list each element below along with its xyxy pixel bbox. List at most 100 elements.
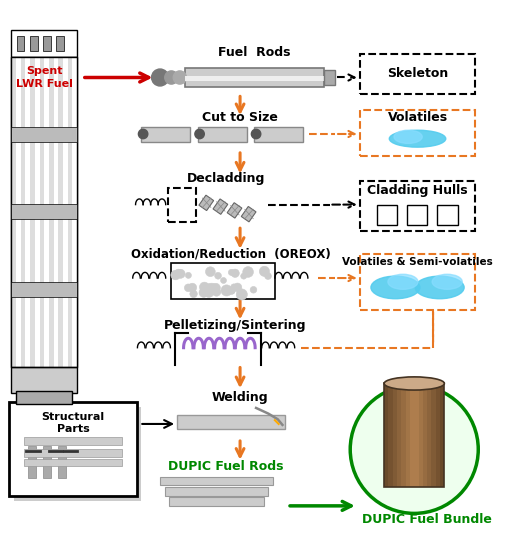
Bar <box>30 57 35 367</box>
Bar <box>21 57 26 367</box>
Circle shape <box>165 71 178 84</box>
Bar <box>360 54 476 94</box>
Bar <box>384 383 444 487</box>
Bar <box>241 207 256 222</box>
Bar <box>58 446 66 477</box>
Circle shape <box>206 267 215 277</box>
Bar <box>213 199 228 214</box>
Ellipse shape <box>384 377 444 390</box>
Bar <box>49 57 54 367</box>
Bar <box>165 487 268 496</box>
Circle shape <box>350 385 478 514</box>
Bar <box>227 203 242 218</box>
Bar <box>388 383 393 487</box>
Ellipse shape <box>389 130 446 147</box>
Bar <box>397 383 401 487</box>
Circle shape <box>221 285 232 296</box>
Bar <box>35 57 40 367</box>
Text: Fuel  Rods: Fuel Rods <box>218 46 290 58</box>
Text: LWR Fuel: LWR Fuel <box>16 79 73 89</box>
Bar <box>17 36 25 51</box>
Bar <box>169 497 264 506</box>
Bar <box>431 383 436 487</box>
Circle shape <box>231 284 237 290</box>
Circle shape <box>185 272 191 278</box>
Bar <box>384 383 388 487</box>
Bar <box>11 126 77 141</box>
Bar <box>30 36 37 51</box>
Circle shape <box>221 277 226 284</box>
Bar <box>14 407 141 501</box>
Ellipse shape <box>371 276 420 299</box>
Bar <box>427 383 431 487</box>
Bar <box>54 57 58 367</box>
Bar <box>24 437 123 444</box>
Text: Spent: Spent <box>26 66 63 76</box>
Circle shape <box>241 273 247 279</box>
Text: Skeleton: Skeleton <box>387 67 448 80</box>
Bar <box>16 57 21 367</box>
Text: Oxidation/Reduction  (OREOX): Oxidation/Reduction (OREOX) <box>131 247 330 260</box>
Circle shape <box>236 289 247 300</box>
Bar <box>168 188 196 222</box>
Circle shape <box>207 283 217 294</box>
Bar <box>377 204 397 226</box>
Text: DUPIC Fuel Rods: DUPIC Fuel Rods <box>168 460 284 473</box>
Bar <box>141 128 190 143</box>
Circle shape <box>200 282 209 292</box>
Bar <box>56 36 64 51</box>
Bar <box>43 446 51 477</box>
Text: Volatiles & Semi-volatiles: Volatiles & Semi-volatiles <box>342 257 493 267</box>
Circle shape <box>190 290 198 297</box>
Bar <box>26 57 30 367</box>
Text: Cladding Hulls: Cladding Hulls <box>367 184 468 197</box>
Bar <box>9 402 136 496</box>
Circle shape <box>195 129 204 139</box>
Ellipse shape <box>432 274 462 289</box>
Text: Pelletizing/Sintering: Pelletizing/Sintering <box>164 319 307 331</box>
Bar <box>11 281 77 297</box>
Bar <box>44 57 49 367</box>
Circle shape <box>233 283 242 292</box>
Bar <box>11 204 77 219</box>
Bar <box>419 383 423 487</box>
Text: Structural: Structural <box>42 412 105 422</box>
Bar <box>324 70 335 85</box>
Bar <box>40 57 44 367</box>
Bar <box>360 110 476 155</box>
Bar <box>58 57 63 367</box>
Circle shape <box>212 288 221 296</box>
Text: Decladding: Decladding <box>187 172 265 185</box>
Bar <box>11 57 77 367</box>
Circle shape <box>211 284 220 292</box>
Circle shape <box>184 284 192 292</box>
Bar <box>393 383 397 487</box>
Circle shape <box>243 267 253 277</box>
Circle shape <box>173 71 186 84</box>
Bar <box>63 57 68 367</box>
Circle shape <box>199 288 209 297</box>
Bar <box>68 57 72 367</box>
Bar <box>16 391 72 404</box>
Circle shape <box>231 269 239 277</box>
Bar <box>177 416 285 429</box>
Text: Volatiles: Volatiles <box>387 111 448 124</box>
Bar <box>24 449 123 457</box>
Circle shape <box>228 270 234 276</box>
Circle shape <box>188 283 196 292</box>
Bar <box>11 57 16 367</box>
Circle shape <box>171 270 181 280</box>
Circle shape <box>265 273 271 280</box>
Bar <box>423 383 427 487</box>
Text: Parts: Parts <box>56 424 89 434</box>
Ellipse shape <box>394 130 422 143</box>
Bar <box>11 57 77 367</box>
Bar <box>185 68 324 87</box>
Text: Cut to Size: Cut to Size <box>202 111 278 124</box>
Bar <box>198 128 247 143</box>
Bar <box>436 383 440 487</box>
Bar <box>24 459 123 466</box>
Ellipse shape <box>415 276 464 299</box>
Bar <box>11 31 77 57</box>
Bar <box>440 383 444 487</box>
